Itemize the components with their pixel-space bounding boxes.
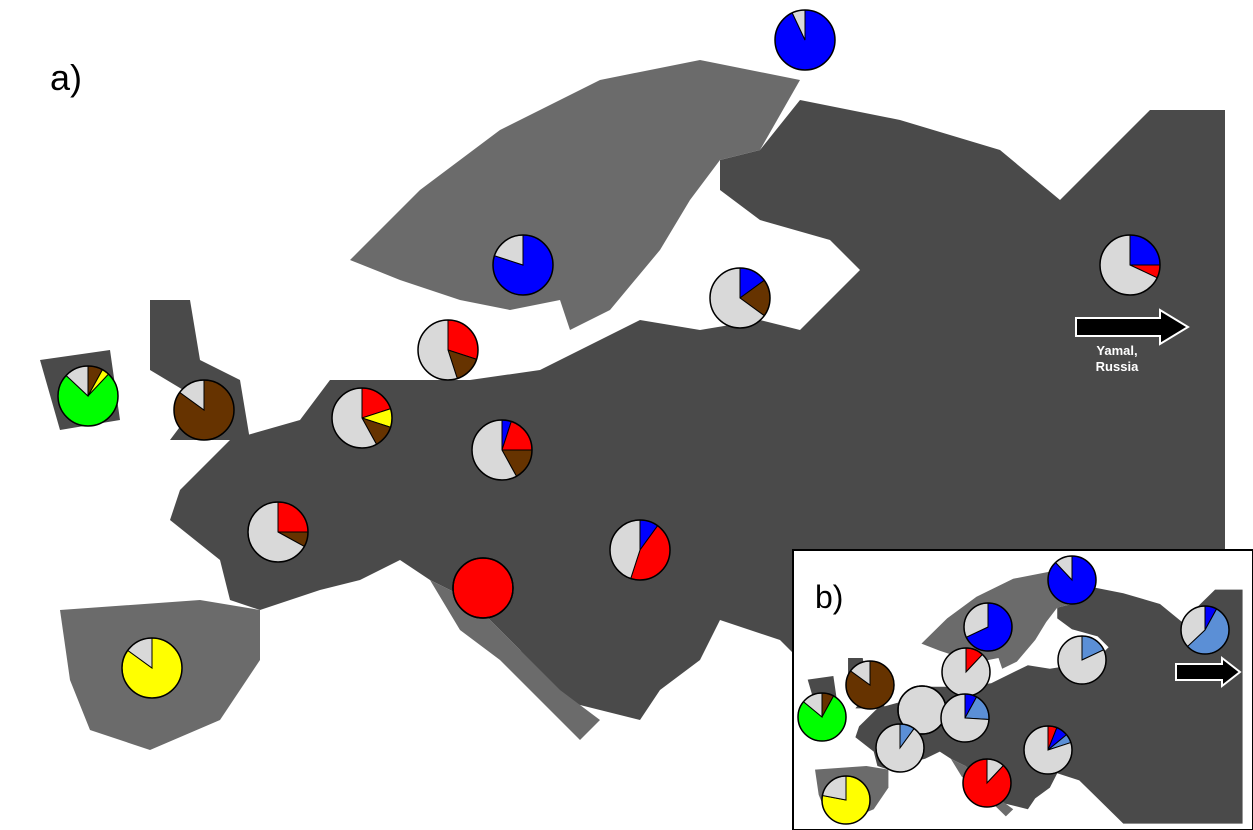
location-note: Yamal, Russia: [1082, 343, 1152, 375]
panel-label: b): [815, 579, 843, 615]
map: a) b): [0, 0, 1253, 830]
panel-label: a): [50, 57, 82, 98]
page: a) b) Yamal, Russia: [0, 0, 1253, 830]
